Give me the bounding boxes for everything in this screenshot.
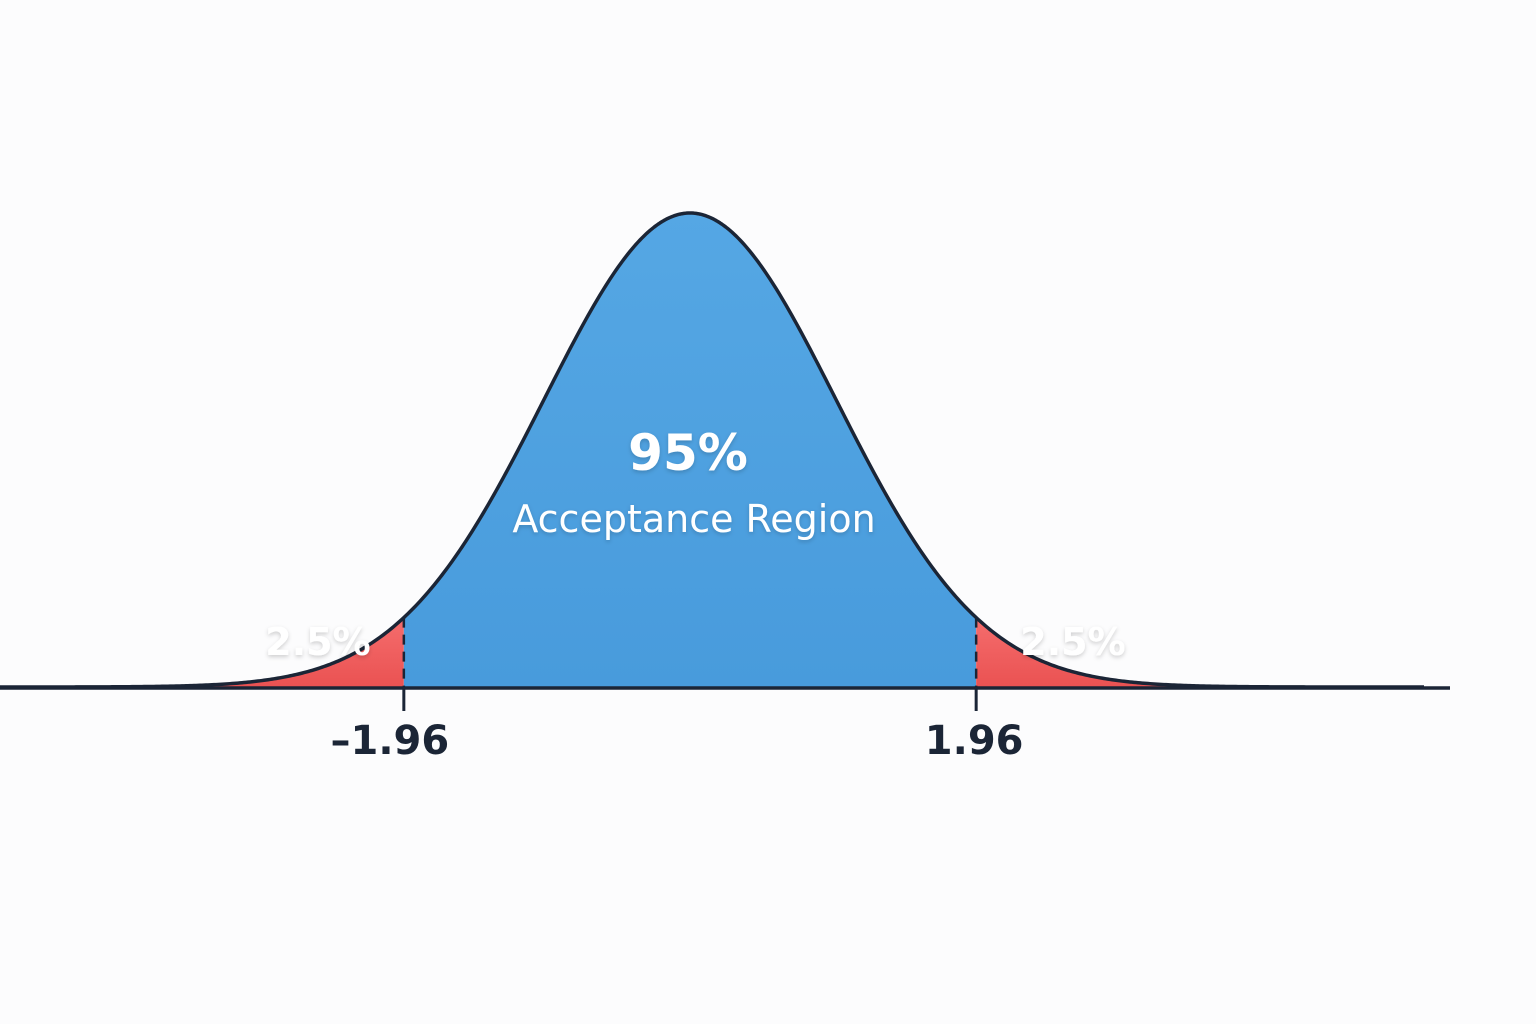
tick-label-left: –1.96 (330, 718, 449, 764)
acceptance-region (403, 213, 977, 687)
acceptance-percent-label: 95% (628, 424, 748, 482)
right-tail-percent-label: 2.5% (1020, 620, 1125, 664)
normal-curve-line (0, 211, 1424, 689)
right-tail-rejection-region (976, 617, 1424, 687)
left-tail-rejection-region (0, 617, 404, 687)
acceptance-region-label: Acceptance Region (512, 497, 875, 541)
tick-label-right: 1.96 (925, 718, 1024, 764)
left-tail-percent-label: 2.5% (265, 620, 370, 664)
